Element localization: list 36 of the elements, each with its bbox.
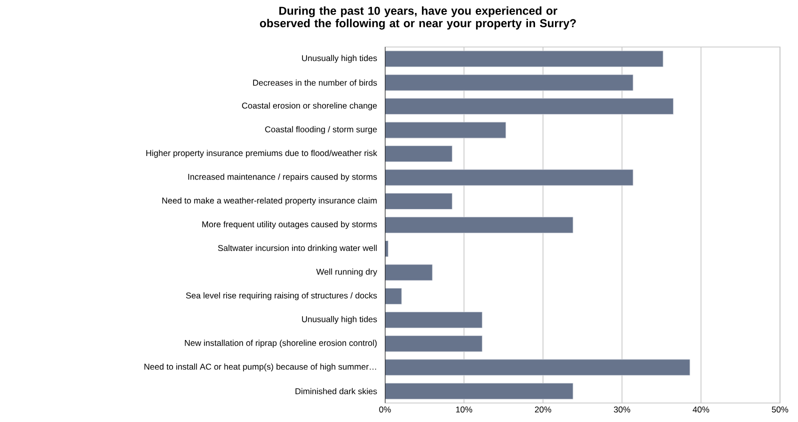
bar	[385, 216, 574, 234]
x-tick-label: 50%	[772, 406, 788, 413]
bar	[385, 146, 452, 162]
bar	[385, 312, 482, 328]
chart-title: During the past 10 years, have you experienced or observed the following at or near your property in Surry?	[260, 6, 576, 30]
y-tick-label: More frequent utility outages caused by storms	[202, 221, 377, 229]
bar	[385, 288, 402, 304]
y-tick-label: Saltwater incursion into drinking water well	[218, 244, 377, 253]
y-tick-label: Coastal flooding / storm surge	[265, 126, 377, 134]
y-tick-label: Decreases in the number of birds	[253, 79, 377, 86]
y-tick-label: Coastal erosion or shoreline change	[242, 102, 377, 110]
y-tick-label: Need to make a weather-related property insurance claim	[162, 197, 377, 206]
x-tick-label: 20%	[534, 406, 552, 413]
bar	[385, 169, 634, 186]
bar	[385, 122, 506, 138]
y-tick-label: Diminished dark skies	[296, 388, 377, 394]
y-tick-label: Sea level rise requiring raising of structures / docks	[186, 292, 377, 300]
y-tick-label: Increased maintenance / repairs caused by storms	[188, 174, 377, 182]
y-tick-label: Higher property insurance premiums due to flood/weather risk	[146, 150, 378, 158]
y-tick-label: New installation of riprap (shoreline erosion control)	[184, 340, 377, 348]
x-tick-label: 10%	[456, 406, 472, 413]
bar	[385, 98, 674, 115]
y-tick-label: Well running dry	[316, 268, 378, 276]
bar	[385, 382, 574, 400]
y-tick-label: Need to install AC or heat pump(s) because of high summer…	[144, 363, 376, 372]
x-tick-label: 30%	[614, 406, 630, 413]
bar	[385, 193, 452, 210]
bar	[385, 50, 664, 68]
bar	[385, 264, 433, 281]
bar	[385, 335, 482, 352]
y-tick-label: Unusually high tides	[302, 54, 377, 63]
bar	[385, 74, 634, 91]
bar	[385, 359, 690, 376]
y-tick-label: Unusually high tides	[302, 316, 377, 324]
x-tick-label: 0%	[379, 406, 391, 413]
x-tick-label: 40%	[692, 406, 710, 413]
